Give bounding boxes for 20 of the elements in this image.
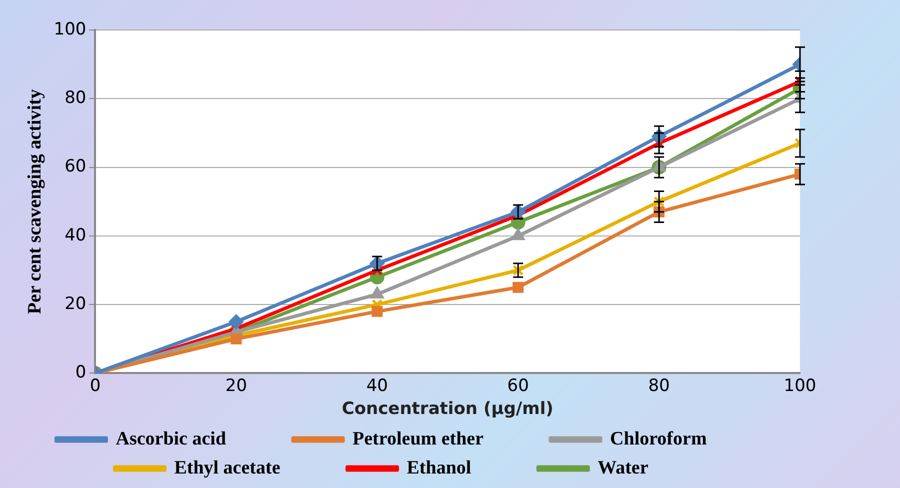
y-tick-label: 40 (64, 225, 86, 246)
legend-label: Ethanol (406, 457, 528, 478)
x-tick-label: 80 (648, 376, 670, 396)
legend-label: Water (598, 457, 705, 478)
legend-label: Ethyl acetate (174, 457, 338, 478)
x-tick-label: 100 (784, 376, 816, 396)
y-tick-label: 20 (64, 294, 86, 314)
legend-label: Chloroform (610, 428, 764, 450)
y-tick-label: 100 (54, 19, 86, 40)
x-tick-label: 40 (366, 376, 388, 396)
x-tick-label: 60 (507, 376, 529, 396)
y-axis-title: Per cent scavenging activity (24, 88, 46, 314)
y-tick-label: 0 (75, 362, 86, 383)
y-tick-label: 60 (64, 156, 86, 177)
y-tick-label: 80 (64, 88, 86, 108)
x-tick-label: 0 (90, 376, 101, 396)
x-tick-label: 20 (225, 376, 248, 396)
legend-label: Petroleum ether (352, 428, 540, 450)
legend-label: Ascorbic acid (116, 428, 284, 450)
x-axis-title: Concentration (µg/ml) (342, 399, 554, 420)
